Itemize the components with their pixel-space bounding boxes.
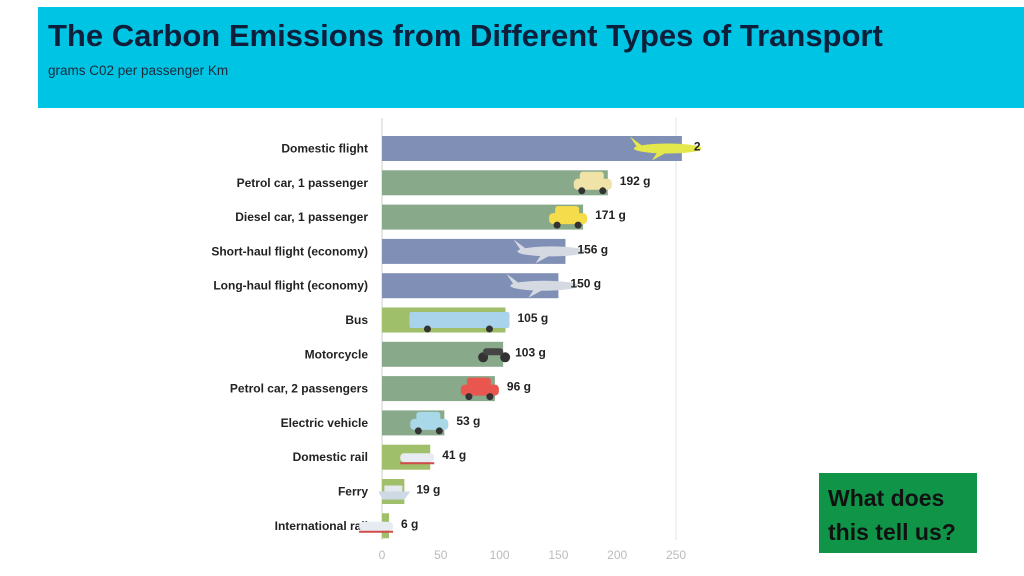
car-icon	[573, 171, 612, 195]
chart-canvas: Domestic flight 255 g Petrol car, 1 passen…	[211, 118, 701, 562]
ferry-icon	[378, 485, 411, 500]
category-label: Domestic flight	[281, 142, 368, 156]
category-label: Long-haul flight (economy)	[213, 279, 368, 293]
question-callout: What does this tell us?	[819, 473, 977, 553]
x-tick-label: 250	[666, 548, 686, 562]
page-title: The Carbon Emissions from Different Type…	[48, 18, 883, 53]
category-label: Petrol car, 1 passenger	[237, 176, 369, 190]
car-icon	[410, 411, 449, 435]
x-tick-label: 50	[434, 548, 448, 562]
value-label: 6 g	[401, 517, 418, 531]
value-label: 105 g	[517, 311, 548, 325]
train-icon	[359, 521, 394, 533]
bar	[382, 170, 608, 196]
value-label: 53 g	[456, 414, 480, 428]
value-label: 96 g	[507, 380, 531, 394]
x-tick-label: 0	[379, 548, 386, 562]
train-icon	[400, 453, 435, 465]
x-tick-label: 150	[548, 548, 568, 562]
category-label: Diesel car, 1 passenger	[235, 210, 368, 224]
category-label: Bus	[345, 313, 368, 327]
x-tick-label: 200	[607, 548, 627, 562]
value-label: 41 g	[442, 448, 466, 462]
category-label: Ferry	[338, 485, 368, 499]
plane-icon	[513, 239, 586, 264]
category-label: Short-haul flight (economy)	[211, 244, 368, 258]
category-label: Petrol car, 2 passengers	[230, 382, 368, 396]
bar	[382, 136, 682, 161]
motorcycle-icon	[478, 348, 511, 363]
x-tick-label: 100	[490, 548, 510, 562]
plane-icon	[629, 136, 701, 161]
category-label: Electric vehicle	[281, 416, 369, 430]
value-label: 192 g	[620, 174, 651, 188]
car-icon	[549, 206, 588, 229]
category-label: Motorcycle	[305, 347, 369, 361]
value-label: 255 g	[694, 140, 701, 154]
value-label: 150 g	[570, 277, 601, 291]
category-label: International rail	[275, 519, 368, 533]
title-banner: The Carbon Emissions from Different Type…	[38, 7, 1024, 108]
plane-icon	[506, 273, 579, 298]
value-label: 171 g	[595, 208, 626, 222]
page-subtitle: grams C02 per passenger Km	[48, 63, 229, 78]
value-label: 19 g	[416, 483, 440, 497]
category-label: Domestic rail	[293, 450, 368, 464]
value-label: 156 g	[577, 242, 608, 256]
value-label: 103 g	[515, 345, 546, 359]
bus-icon	[409, 312, 510, 333]
emissions-chart: Domestic flight 255 g Petrol car, 1 passen…	[153, 110, 701, 568]
car-icon	[460, 377, 499, 401]
